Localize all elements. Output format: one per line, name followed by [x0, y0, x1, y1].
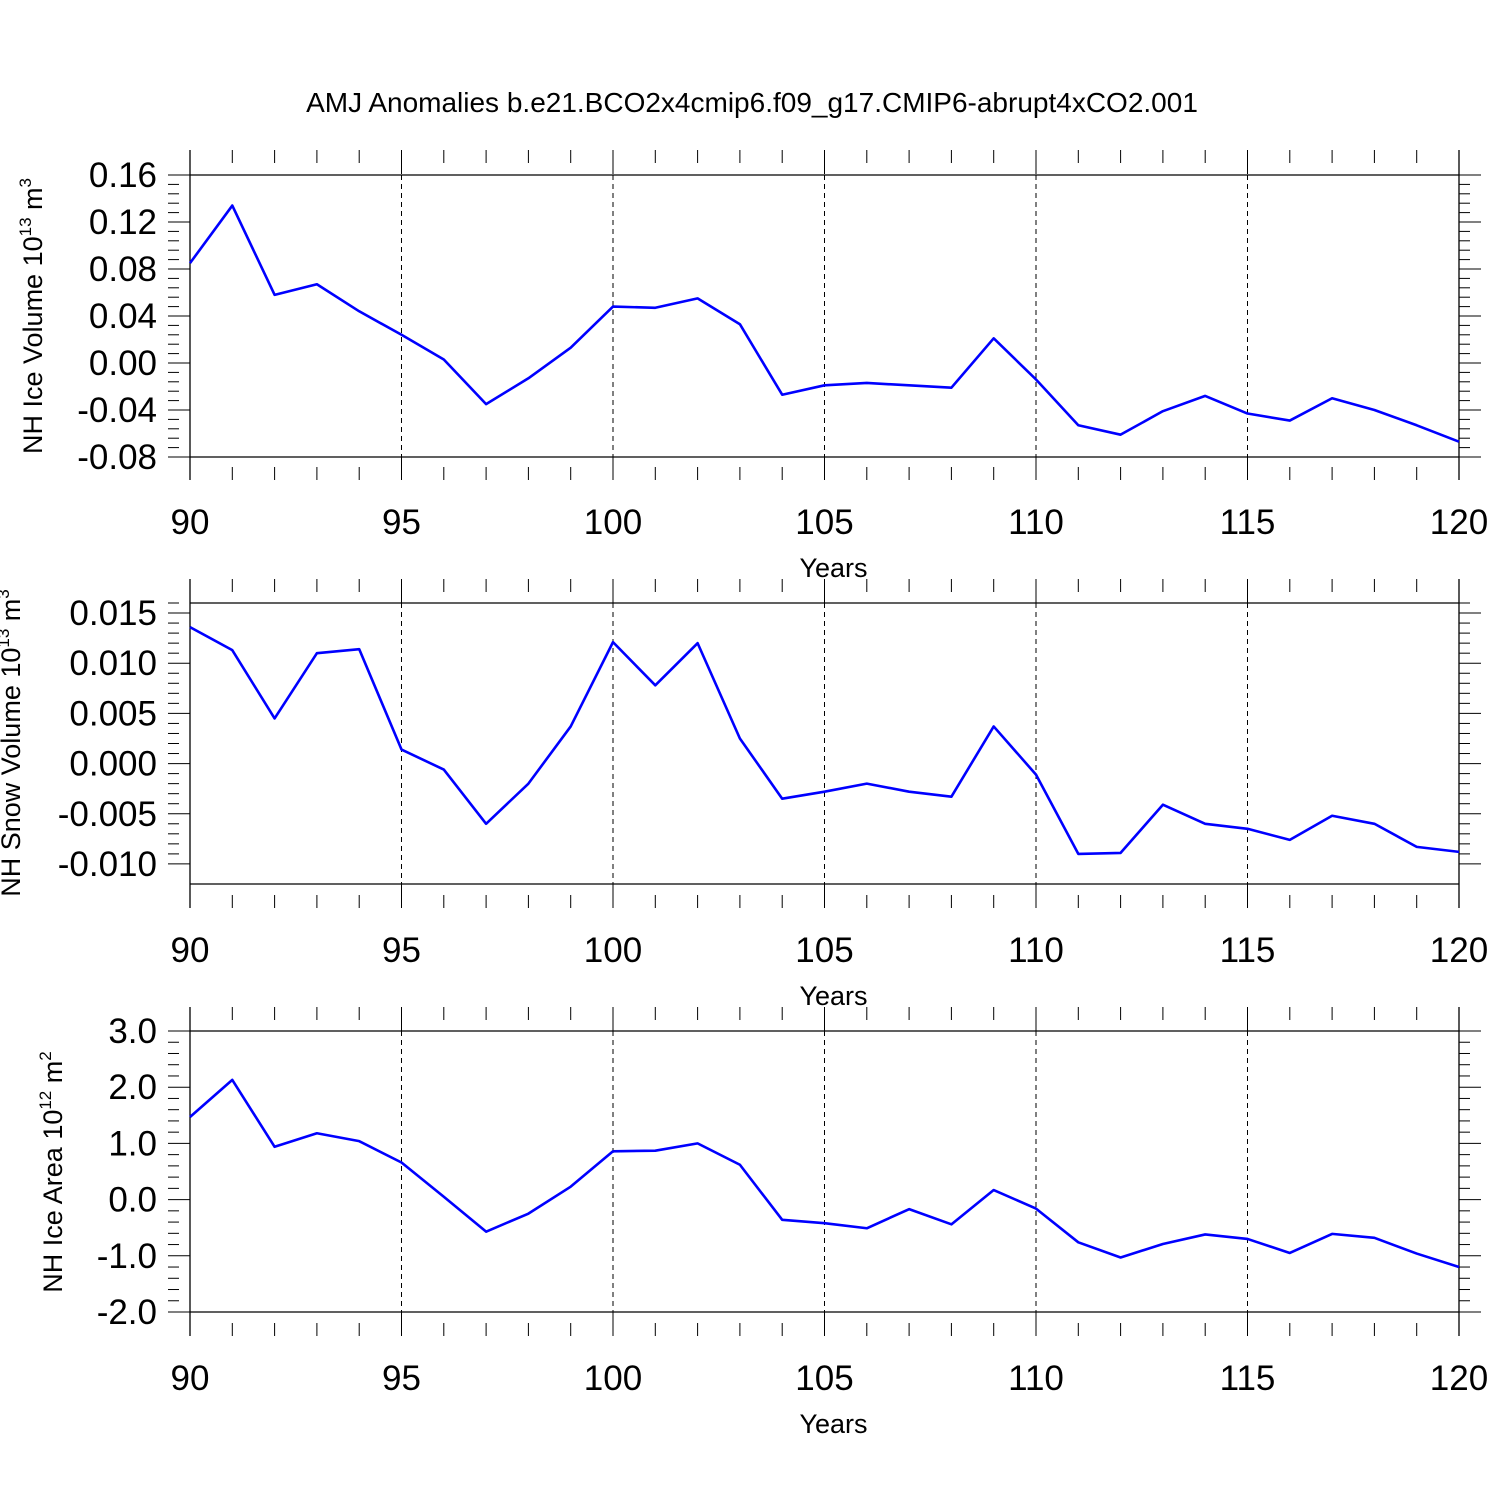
y-tick-label: -0.08	[77, 438, 157, 477]
y-axis-label: NH Ice Area 1012 m2	[36, 1051, 68, 1292]
figure-title: AMJ Anomalies b.e21.BCO2x4cmip6.f09_g17.…	[306, 87, 1198, 118]
x-tick-label: 120	[1430, 1359, 1488, 1398]
y-tick-label: 0.005	[69, 694, 157, 733]
y-tick-label: 0.0	[108, 1181, 157, 1220]
x-tick-label: 110	[1008, 931, 1064, 970]
panel-ice-volume: -0.08 -0.04 0.00 0.04 0.08 0.12 0.16 90 95 100 105…	[16, 150, 1488, 583]
y-tick-label: -0.04	[77, 391, 157, 430]
x-tick-label: 90	[171, 503, 210, 542]
x-tick-label: 90	[171, 1359, 210, 1398]
x-tick-label: 110	[1008, 503, 1064, 542]
x-tick-label: 95	[382, 503, 421, 542]
x-tick-label: 120	[1430, 503, 1488, 542]
series-line	[189, 625, 1460, 856]
panel-snow-volume: -0.010 -0.005 0.000 0.005 0.010 0.015 90 95 100 1…	[0, 579, 1488, 1011]
y-tick-label: 0.04	[89, 297, 157, 336]
y-tick-label: 0.08	[89, 250, 157, 289]
y-tick-label: 2.0	[108, 1068, 157, 1107]
series-line	[188, 204, 1460, 443]
x-tick-label: 105	[795, 503, 853, 542]
y-tick-label: -2.0	[97, 1293, 157, 1332]
y-tick-label: 3.0	[108, 1012, 157, 1051]
x-axis-label: Years	[799, 981, 867, 1011]
x-tick-label: 100	[584, 503, 642, 542]
series-line	[189, 1078, 1460, 1269]
y-tick-label: 1.0	[108, 1124, 157, 1163]
x-tick-label: 110	[1008, 1359, 1064, 1398]
y-tick-label: -0.010	[58, 845, 157, 884]
x-tick-label: 95	[382, 931, 421, 970]
x-tick-label: 100	[584, 1359, 642, 1398]
x-axis-label: Years	[799, 1409, 867, 1439]
y-tick-label: -1.0	[97, 1237, 157, 1276]
y-axis-label: NH Snow Volume 1013 m3	[0, 589, 26, 897]
y-tick-label: 0.010	[69, 644, 157, 683]
y-tick-label: -0.005	[58, 795, 157, 834]
y-tick-label: 0.16	[89, 156, 157, 195]
y-tick-label: 0.00	[89, 344, 157, 383]
x-tick-label: 115	[1220, 931, 1276, 970]
x-tick-label: 95	[382, 1359, 421, 1398]
x-tick-label: 115	[1220, 1359, 1276, 1398]
x-tick-label: 120	[1430, 931, 1488, 970]
y-axis-label: NH Ice Volume 1013 m3	[16, 178, 48, 454]
y-tick-label: 0.12	[89, 203, 157, 242]
x-axis-label: Years	[799, 553, 867, 583]
x-tick-label: 115	[1220, 503, 1276, 542]
y-tick-label: 0.000	[69, 745, 157, 784]
panel-ice-area: -2.0 -1.0 0.0 1.0 2.0 3.0 90 95 100 105 110 115 120 Y…	[36, 1007, 1488, 1439]
x-tick-label: 105	[795, 1359, 853, 1398]
x-tick-label: 105	[795, 931, 853, 970]
x-tick-label: 100	[584, 931, 642, 970]
y-tick-label: 0.015	[69, 594, 157, 633]
x-tick-label: 90	[171, 931, 210, 970]
